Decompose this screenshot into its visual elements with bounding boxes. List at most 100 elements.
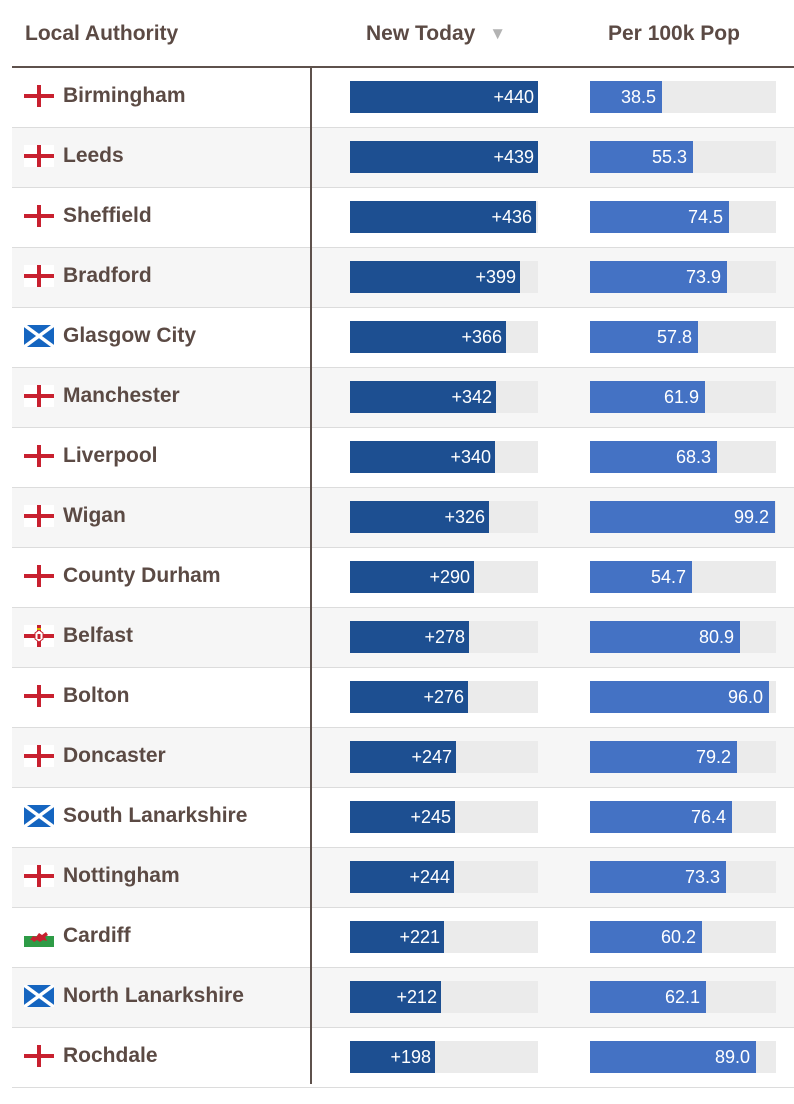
per-100k-value: 57.8: [656, 327, 692, 347]
new-today-value: +244: [409, 867, 450, 887]
per-100k-bar: [590, 801, 732, 833]
authority-name: Rochdale: [63, 1044, 158, 1067]
per-100k-value: 38.5: [620, 87, 656, 107]
per-100k-bar-track: 80.9: [590, 621, 776, 653]
per-100k-bar-track: 38.5: [590, 81, 776, 113]
new-today-value: +439: [493, 147, 534, 167]
per-100k-value: 74.5: [687, 207, 723, 227]
per-100k-value: 62.1: [664, 987, 700, 1007]
authority-name: Wigan: [63, 504, 126, 527]
table-row[interactable]: Birmingham +440 38.5: [12, 68, 794, 128]
table-row[interactable]: Cardiff +221 60.2: [12, 908, 794, 968]
table-row[interactable]: Bradford +399 73.9: [12, 248, 794, 308]
new-today-bar: [350, 801, 455, 833]
table-row[interactable]: Rochdale +198 89.0: [12, 1028, 794, 1088]
new-today-bar: [350, 381, 496, 413]
column-header-new-today[interactable]: New Today ▼: [366, 22, 506, 46]
table-row[interactable]: Glasgow City +366 57.8: [12, 308, 794, 368]
new-today-bar-track: +340: [350, 441, 538, 473]
new-today-bar-track: +436: [350, 201, 538, 233]
new-today-bar: [350, 1041, 435, 1073]
table-row[interactable]: Manchester +342 61.9: [12, 368, 794, 428]
authority-name: Doncaster: [63, 744, 166, 767]
per-100k-value: 96.0: [727, 687, 763, 707]
table-row[interactable]: Leeds +439 55.3: [12, 128, 794, 188]
england-flag-icon: [24, 865, 54, 887]
table-row[interactable]: Liverpool +340 68.3: [12, 428, 794, 488]
new-today-bar: [350, 321, 506, 353]
table-body: Birmingham +440 38.5 Leeds +439 55.3 Sheffie…: [12, 68, 794, 1088]
per-100k-bar: [590, 681, 769, 713]
per-100k-value: 73.9: [685, 267, 721, 287]
new-today-header-label: New Today: [366, 22, 476, 45]
authority-name: County Durham: [63, 564, 221, 587]
new-today-value: +342: [451, 387, 492, 407]
per-100k-bar: [590, 921, 702, 953]
new-today-bar-track: +247: [350, 741, 538, 773]
per-100k-bar-track: 60.2: [590, 921, 776, 953]
table-header: Local Authority New Today ▼ Per 100k Pop: [12, 0, 794, 68]
table-row[interactable]: Doncaster +247 79.2: [12, 728, 794, 788]
per-100k-bar-track: 62.1: [590, 981, 776, 1013]
new-today-value: +399: [475, 267, 516, 287]
new-today-value: +340: [450, 447, 491, 467]
per-100k-bar: [590, 561, 692, 593]
new-today-bar-track: +440: [350, 81, 538, 113]
scotland-flag-icon: [22, 803, 56, 829]
new-today-value: +278: [424, 627, 465, 647]
england-flag-icon: [24, 85, 54, 107]
new-today-value: +245: [410, 807, 451, 827]
per-100k-bar-track: 73.3: [590, 861, 776, 893]
per-100k-bar: [590, 381, 705, 413]
local-authority-table: Local Authority New Today ▼ Per 100k Pop …: [12, 0, 794, 1088]
table-row[interactable]: North Lanarkshire +212 62.1: [12, 968, 794, 1028]
per-100k-bar-track: 61.9: [590, 381, 776, 413]
new-today-bar: [350, 981, 441, 1013]
table-row[interactable]: Sheffield +436 74.5: [12, 188, 794, 248]
authority-name: Bolton: [63, 684, 130, 707]
per-100k-bar: [590, 981, 706, 1013]
new-today-bar-track: +244: [350, 861, 538, 893]
table-row[interactable]: County Durham +290 54.7: [12, 548, 794, 608]
england-flag-icon: [24, 565, 54, 587]
authority-name: South Lanarkshire: [63, 804, 248, 827]
new-today-bar-track: +245: [350, 801, 538, 833]
column-header-local-authority[interactable]: Local Authority: [25, 22, 179, 45]
per-100k-bar: [590, 741, 737, 773]
new-today-bar-track: +399: [350, 261, 538, 293]
per-100k-value: 61.9: [663, 387, 699, 407]
authority-name: Nottingham: [63, 864, 180, 887]
table-row[interactable]: Nottingham +244 73.3: [12, 848, 794, 908]
new-today-bar: [350, 621, 469, 653]
england-flag-icon: [24, 265, 54, 287]
per-100k-bar-track: 76.4: [590, 801, 776, 833]
new-today-bar: [350, 741, 456, 773]
new-today-bar-track: +326: [350, 501, 538, 533]
authority-name: Liverpool: [63, 444, 158, 467]
per-100k-bar: [590, 441, 717, 473]
per-100k-value: 89.0: [714, 1047, 750, 1067]
wales-flag-icon: [24, 925, 54, 947]
table-row[interactable]: Bolton +276 96.0: [12, 668, 794, 728]
per-100k-value: 55.3: [651, 147, 687, 167]
new-today-bar-track: +290: [350, 561, 538, 593]
table-row[interactable]: Wigan +326 99.2: [12, 488, 794, 548]
per-100k-bar: [590, 1041, 756, 1073]
per-100k-bar: [590, 321, 698, 353]
table-row[interactable]: South Lanarkshire +245 76.4: [12, 788, 794, 848]
scotland-flag-icon: [22, 983, 56, 1009]
authority-name: Manchester: [63, 384, 180, 407]
column-divider: [310, 66, 312, 1084]
new-today-bar: [350, 681, 468, 713]
new-today-bar-track: +342: [350, 381, 538, 413]
new-today-bar-track: +439: [350, 141, 538, 173]
sort-descending-icon[interactable]: ▼: [489, 24, 507, 43]
new-today-bar-track: +278: [350, 621, 538, 653]
england-flag-icon: [24, 745, 54, 767]
per-100k-bar: [590, 141, 693, 173]
per-100k-value: 79.2: [695, 747, 731, 767]
table-row[interactable]: Belfast +278 80.9: [12, 608, 794, 668]
authority-name: Glasgow City: [63, 324, 197, 347]
column-header-per-100k[interactable]: Per 100k Pop: [608, 22, 740, 45]
authority-name: Birmingham: [63, 84, 186, 107]
